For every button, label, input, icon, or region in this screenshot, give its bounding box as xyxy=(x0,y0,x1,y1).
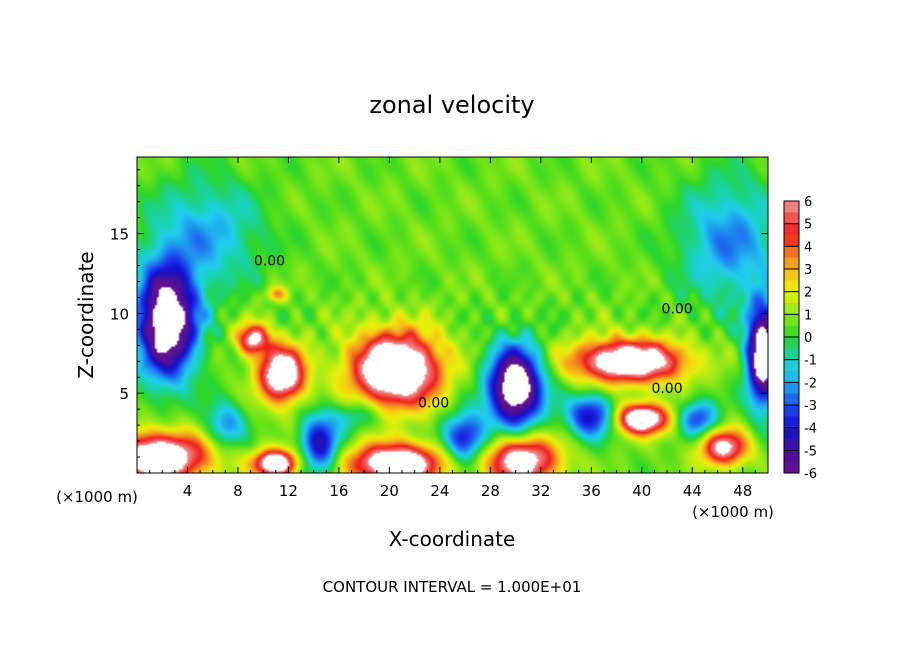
x-unit-label-left: (×1000 m) xyxy=(56,488,138,506)
colorbar-swatch xyxy=(784,223,799,236)
y-tick-label: 5 xyxy=(119,385,129,403)
colorbar-swatch xyxy=(784,257,799,270)
contour-label: 0.00 xyxy=(254,254,285,270)
colorbar-swatch xyxy=(784,314,799,327)
x-tick-label: 28 xyxy=(481,482,500,500)
colorbar-tick-label: 6 xyxy=(804,195,812,210)
x-tick-label: 44 xyxy=(683,482,702,500)
x-tick-label: 24 xyxy=(430,482,449,500)
colorbar-swatch xyxy=(784,201,799,213)
colorbar-tick-label: 3 xyxy=(804,263,812,278)
colorbar-swatch xyxy=(784,337,799,349)
colorbar-swatch xyxy=(784,371,799,383)
colorbar-tick-label: -4 xyxy=(804,422,817,437)
x-tick-label: 4 xyxy=(183,482,193,500)
y-tick-label: 15 xyxy=(110,226,129,244)
contour-interval-note: CONTOUR INTERVAL = 1.000E+01 xyxy=(323,578,582,596)
x-axis-label: X-coordinate xyxy=(389,527,516,551)
colorbar-tick-label: 0 xyxy=(804,331,812,346)
colorbar-swatch xyxy=(784,291,799,304)
colorbar-swatch xyxy=(784,427,799,440)
colorbar-swatch xyxy=(784,348,799,361)
colorbar-tick-label: 5 xyxy=(804,218,812,233)
colorbar-tick-label: -3 xyxy=(804,399,817,414)
colorbar-swatch xyxy=(784,416,799,429)
x-tick-label: 8 xyxy=(233,482,243,500)
colorbar-swatch xyxy=(784,359,799,372)
x-tick-label: 48 xyxy=(733,482,752,500)
colorbar-tick-label: -2 xyxy=(804,376,817,391)
y-axis-label: Z-coordinate xyxy=(74,251,98,378)
colorbar-swatch xyxy=(784,303,799,315)
colorbar: 6 5 4 3 2 1 0 -1 -2 -3 -4 -5 -6 xyxy=(783,195,817,482)
colorbar-swatch xyxy=(784,405,799,417)
x-tick-label: 20 xyxy=(380,482,399,500)
velocity-field-raster xyxy=(137,157,768,473)
colorbar-tick-label: 4 xyxy=(804,240,812,255)
chart-title: zonal velocity xyxy=(369,91,534,119)
colorbar-swatch xyxy=(784,393,799,406)
contour-label: 0.00 xyxy=(651,381,682,397)
colorbar-swatch xyxy=(784,439,799,451)
colorbar-swatch xyxy=(784,461,799,474)
colorbar-swatch xyxy=(784,212,799,225)
x-tick-label: 16 xyxy=(329,482,348,500)
y-axis-ticks: 5 10 15 xyxy=(110,169,768,458)
colorbar-swatch xyxy=(784,382,799,395)
colorbar-tick-label: 1 xyxy=(804,308,812,323)
y-tick-label: 10 xyxy=(110,305,129,323)
colorbar-swatch xyxy=(784,280,799,293)
colorbar-swatch xyxy=(784,450,799,463)
x-tick-label: 32 xyxy=(531,482,550,500)
x-tick-label: 36 xyxy=(582,482,601,500)
colorbar-tick-label: 2 xyxy=(804,286,812,301)
contour-label: 0.00 xyxy=(418,396,449,412)
x-tick-label: 12 xyxy=(279,482,298,500)
colorbar-swatch xyxy=(784,269,799,281)
x-tick-label: 40 xyxy=(632,482,651,500)
contour-label: 0.00 xyxy=(662,301,693,317)
colorbar-tick-label: -6 xyxy=(804,467,817,482)
plot-area: 0.000.000.000.00 4 8 12 16 20 24 28 32 36 40 44 48 … xyxy=(110,156,769,500)
x-axis-ticks: 4 8 12 16 20 24 28 32 36 40 44 48 xyxy=(149,157,756,500)
colorbar-swatch xyxy=(784,325,799,338)
colorbar-tick-label: -5 xyxy=(804,444,817,459)
colorbar-swatch xyxy=(784,246,799,259)
colorbar-tick-label: -1 xyxy=(804,354,817,369)
colorbar-swatch xyxy=(784,235,799,247)
contour-lines: 0.00 0.00 0.00 0.00 xyxy=(254,254,693,412)
x-unit-label-right: (×1000 m) xyxy=(692,503,774,521)
